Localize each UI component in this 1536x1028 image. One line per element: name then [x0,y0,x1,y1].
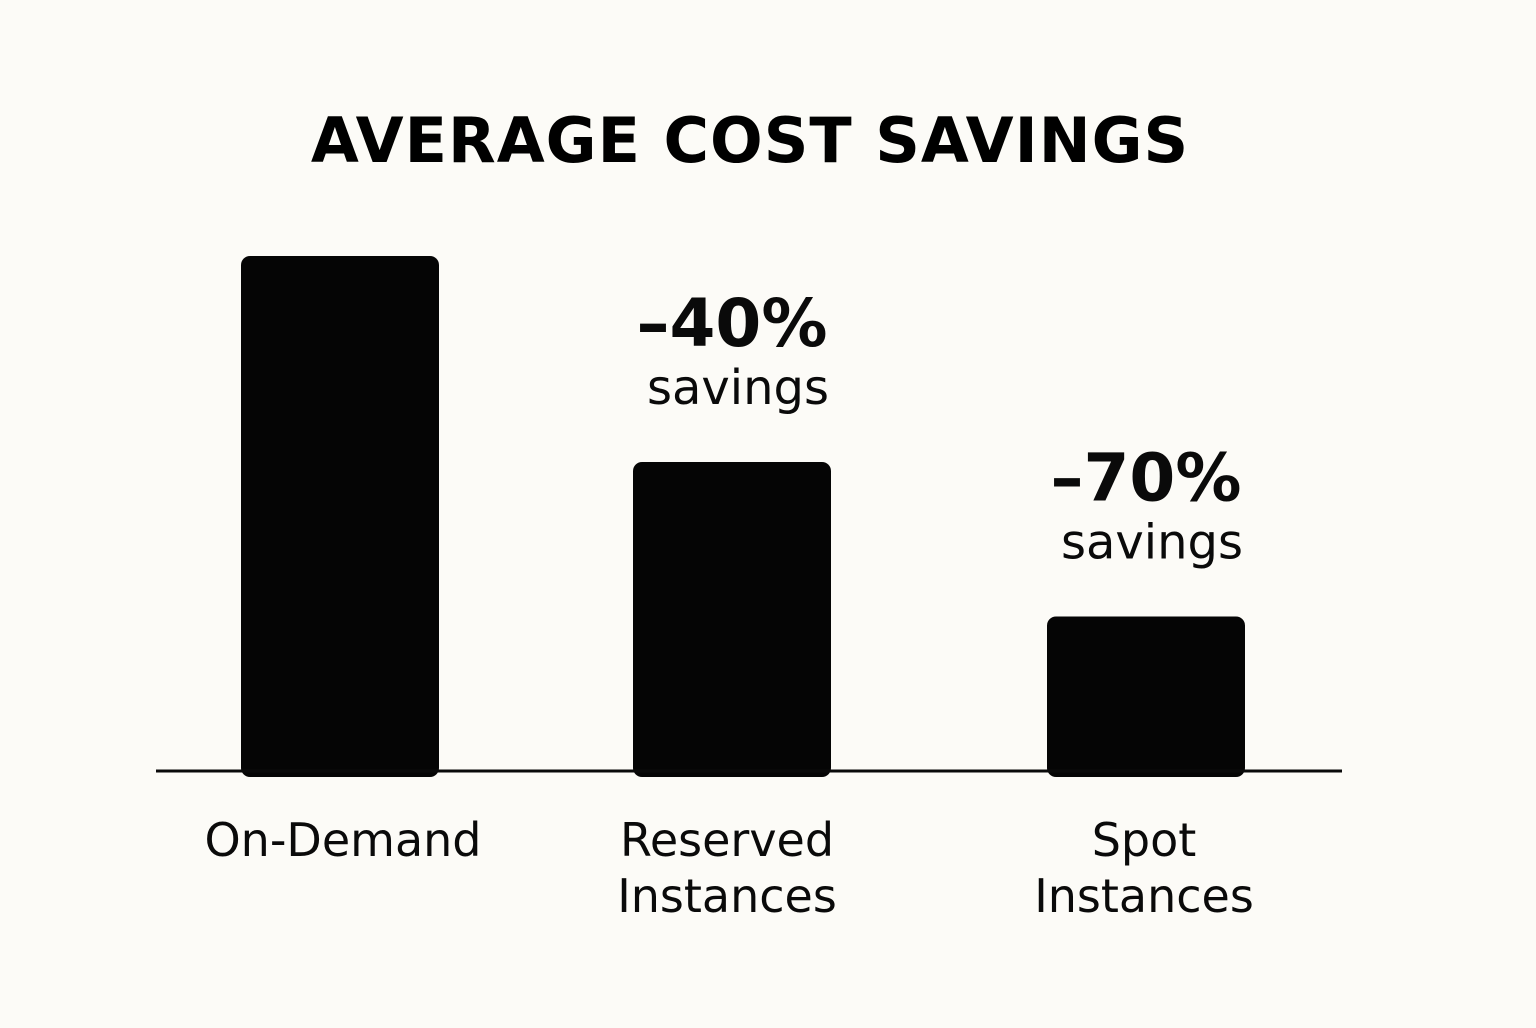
savings-label-2: savings [647,360,829,416]
category-label-1-line-1: On-Demand [204,813,481,867]
bar-1 [241,256,439,777]
savings-value-3: –70% [1051,440,1242,517]
category-label-2-line-2: Instances [617,869,837,923]
bar-3 [1047,616,1245,777]
bar-2 [633,462,831,777]
bars-layer [241,256,1245,777]
labels-layer: On-Demand ReservedInstances–40%savingsSpo… [204,285,1253,923]
savings-value-2: –40% [637,285,828,362]
category-label-3-line-2: Instances [1034,869,1254,923]
category-label-2-line-1: Reserved [620,813,834,867]
category-label-3-line-1: Spot [1092,813,1197,867]
savings-label-3: savings [1061,515,1243,571]
chart-title: AVERAGE COST SAVINGS [311,104,1189,177]
